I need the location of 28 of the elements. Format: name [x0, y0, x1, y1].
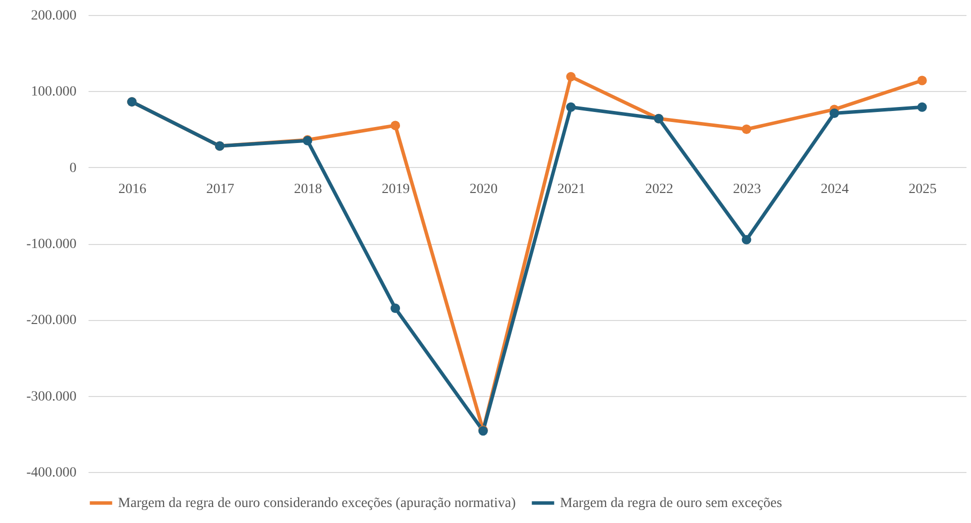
- y-tick-label: -200.000: [26, 313, 76, 328]
- y-tick-label: -300.000: [26, 389, 76, 404]
- x-tick-label: 2023: [733, 182, 761, 197]
- x-tick-label: 2021: [557, 182, 586, 197]
- x-tick-label: 2025: [908, 182, 937, 197]
- point: [830, 108, 840, 118]
- x-tick-label: 2016: [118, 182, 146, 197]
- point: [566, 102, 576, 112]
- x-tick-label: 2019: [382, 182, 410, 197]
- legend-label: Margem da regra de ouro sem exceções: [560, 496, 782, 511]
- point: [917, 76, 927, 86]
- point: [566, 72, 576, 82]
- point: [742, 124, 752, 134]
- x-tick-label: 2017: [206, 182, 234, 197]
- point: [390, 120, 400, 130]
- point: [742, 234, 752, 244]
- x-tick-label: 2018: [294, 182, 322, 197]
- x-tick-label: 2020: [470, 182, 498, 197]
- y-tick-label: 200.000: [31, 8, 76, 24]
- y-tick-label: 0: [70, 160, 76, 176]
- point: [390, 304, 400, 313]
- x-tick-label: 2024: [820, 182, 849, 197]
- legend-label: Margem da regra de ouro considerando exceções (apuração normativa): [118, 496, 516, 511]
- y-tick-label: -100.000: [26, 237, 76, 252]
- y-tick-label: 100.000: [31, 84, 76, 100]
- x-tick-label: 2022: [645, 182, 674, 197]
- point: [917, 102, 927, 112]
- y-tick-label: -400.000: [26, 466, 76, 480]
